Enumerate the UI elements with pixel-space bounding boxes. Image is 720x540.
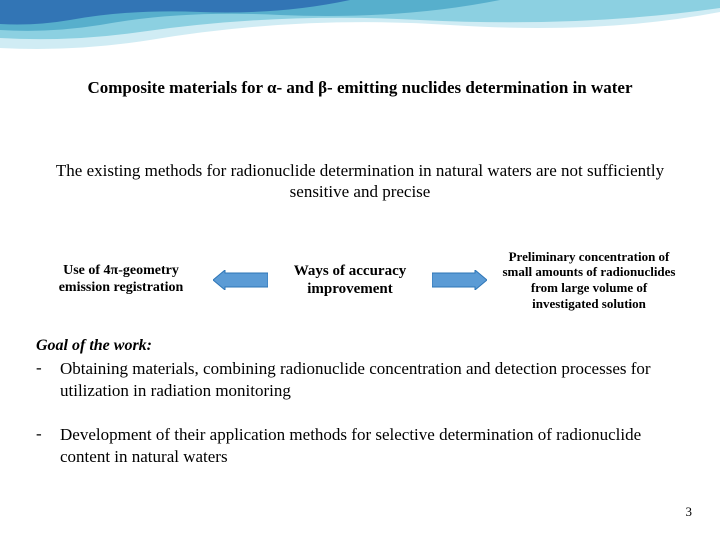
page-number: 3 xyxy=(686,504,693,520)
diagram-center-box: Ways of accuracy improvement xyxy=(280,262,420,298)
bullet-marker: - xyxy=(36,358,60,402)
arrow-left xyxy=(213,270,268,290)
bullet-text: Development of their application methods… xyxy=(60,424,684,468)
wave-decoration xyxy=(0,0,720,70)
bullet-text: Obtaining materials, combining radionucl… xyxy=(60,358,684,402)
bullet-marker: - xyxy=(36,424,60,468)
intro-text: The existing methods for radionuclide de… xyxy=(0,160,720,203)
goal-heading: Goal of the work: xyxy=(36,337,152,355)
slide-title: Composite materials for α- and β- emitti… xyxy=(0,78,720,98)
bullet-item: - Obtaining materials, combining radionu… xyxy=(36,358,684,402)
bullet-item: - Development of their application metho… xyxy=(36,424,684,468)
diagram-right-box: Preliminary concentration of small amoun… xyxy=(499,249,679,311)
bullet-list: - Obtaining materials, combining radionu… xyxy=(36,358,684,490)
arrow-right xyxy=(432,270,487,290)
diagram-left-box: Use of 4π-geometry emission registration xyxy=(41,263,201,297)
diagram-row: Use of 4π-geometry emission registration… xyxy=(0,225,720,335)
